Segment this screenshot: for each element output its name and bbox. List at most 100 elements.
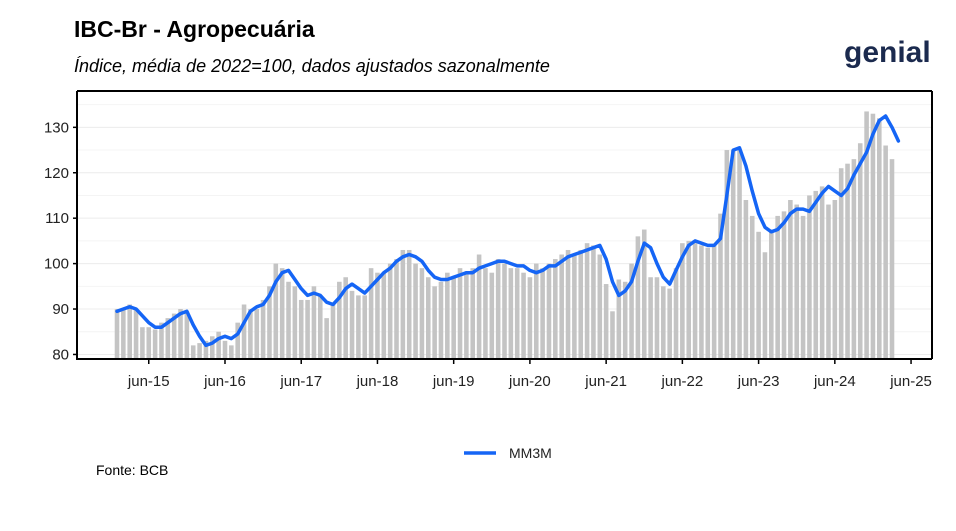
- data-bar: [705, 247, 711, 359]
- data-bar: [749, 215, 755, 359]
- data-bar: [845, 163, 850, 359]
- data-bar: [267, 286, 272, 359]
- data-bar: [686, 240, 692, 359]
- data-bar: [610, 311, 615, 359]
- data-bar: [127, 304, 132, 359]
- data-bar: [483, 268, 488, 359]
- data-bar: [324, 318, 329, 359]
- data-bar: [730, 150, 736, 359]
- data-bar: [514, 268, 520, 359]
- data-bar: [413, 263, 418, 359]
- data-bar: [724, 150, 730, 359]
- data-bar: [527, 277, 533, 359]
- data-bar: [197, 343, 202, 359]
- data-bar: [578, 249, 584, 359]
- data-bar: [737, 150, 742, 359]
- data-bar: [375, 272, 380, 359]
- y-tick-label: 90: [52, 301, 69, 318]
- data-bar: [178, 309, 183, 359]
- genial-logo: genial: [844, 36, 931, 69]
- y-tick-label: 130: [44, 119, 69, 136]
- data-bar: [152, 329, 158, 359]
- data-bar: [140, 327, 145, 359]
- source-note: Fonte: BCB: [96, 462, 169, 478]
- data-bar: [838, 168, 844, 359]
- data-bar: [476, 254, 482, 359]
- data-bar: [216, 331, 221, 359]
- data-bar: [387, 263, 393, 359]
- data-bar: [159, 322, 164, 359]
- data-bar: [508, 268, 514, 359]
- data-bar: [603, 284, 609, 359]
- data-bar: [546, 263, 552, 359]
- x-tick-label: jun-24: [813, 373, 856, 390]
- data-bar: [807, 195, 812, 359]
- data-bar: [565, 249, 571, 359]
- x-tick-label: jun-22: [661, 373, 704, 390]
- data-bar: [743, 200, 749, 359]
- data-bar: [273, 263, 279, 359]
- data-bar: [864, 111, 869, 360]
- data-bar: [254, 309, 260, 359]
- x-tick-label: jun-17: [279, 373, 322, 390]
- logo-text: genial: [844, 36, 931, 69]
- data-bar: [210, 336, 215, 359]
- data-bar: [146, 327, 152, 359]
- data-bar: [559, 254, 564, 359]
- data-bar: [775, 215, 780, 359]
- data-bar: [584, 243, 590, 359]
- data-bar: [165, 318, 171, 359]
- data-bar: [260, 299, 266, 359]
- data-bar: [622, 281, 628, 359]
- data-bar: [502, 263, 507, 359]
- data-bar: [489, 272, 495, 359]
- data-bar: [711, 245, 717, 359]
- data-bar: [629, 263, 634, 359]
- x-tick-label: jun-15: [127, 373, 170, 390]
- data-bar: [813, 190, 819, 359]
- data-bar: [457, 268, 463, 359]
- data-bar: [292, 286, 298, 359]
- data-bar: [788, 200, 793, 359]
- data-bar: [248, 309, 253, 359]
- legend-label-mm3m: MM3M: [509, 445, 552, 461]
- data-bar: [305, 299, 310, 359]
- data-bar: [419, 268, 425, 359]
- chart-title: IBC-Br - Agropecuária: [74, 16, 315, 42]
- data-bar: [438, 281, 444, 359]
- data-bar: [298, 299, 304, 359]
- data-bar: [553, 259, 558, 359]
- data-bar: [762, 252, 768, 359]
- data-bar: [400, 249, 406, 359]
- x-tick-label: jun-23: [737, 373, 780, 390]
- data-bar: [654, 277, 660, 359]
- data-bar: [190, 345, 196, 359]
- data-bar: [699, 245, 704, 359]
- data-bar: [718, 213, 723, 359]
- data-bar: [769, 229, 774, 359]
- data-bar: [597, 254, 603, 359]
- data-bar: [877, 118, 882, 359]
- data-bar: [635, 236, 641, 359]
- data-bar: [286, 281, 291, 359]
- data-bar: [495, 259, 501, 359]
- data-bar: [648, 277, 653, 359]
- data-bar: [229, 345, 234, 359]
- x-tick-label: jun-16: [203, 373, 246, 390]
- data-bar: [819, 186, 825, 359]
- data-bar: [756, 231, 761, 359]
- data-bar: [133, 309, 139, 359]
- data-bar: [381, 272, 387, 359]
- data-bar: [616, 279, 622, 359]
- data-bar: [368, 268, 374, 359]
- data-bar: [851, 159, 857, 359]
- data-bar: [572, 254, 577, 359]
- data-bar: [432, 286, 437, 359]
- mm3m-line: [115, 114, 901, 348]
- data-bar: [445, 272, 450, 359]
- data-bar: [470, 268, 476, 359]
- data-bar: [184, 311, 190, 359]
- data-bar: [356, 295, 361, 359]
- data-bar: [667, 288, 672, 359]
